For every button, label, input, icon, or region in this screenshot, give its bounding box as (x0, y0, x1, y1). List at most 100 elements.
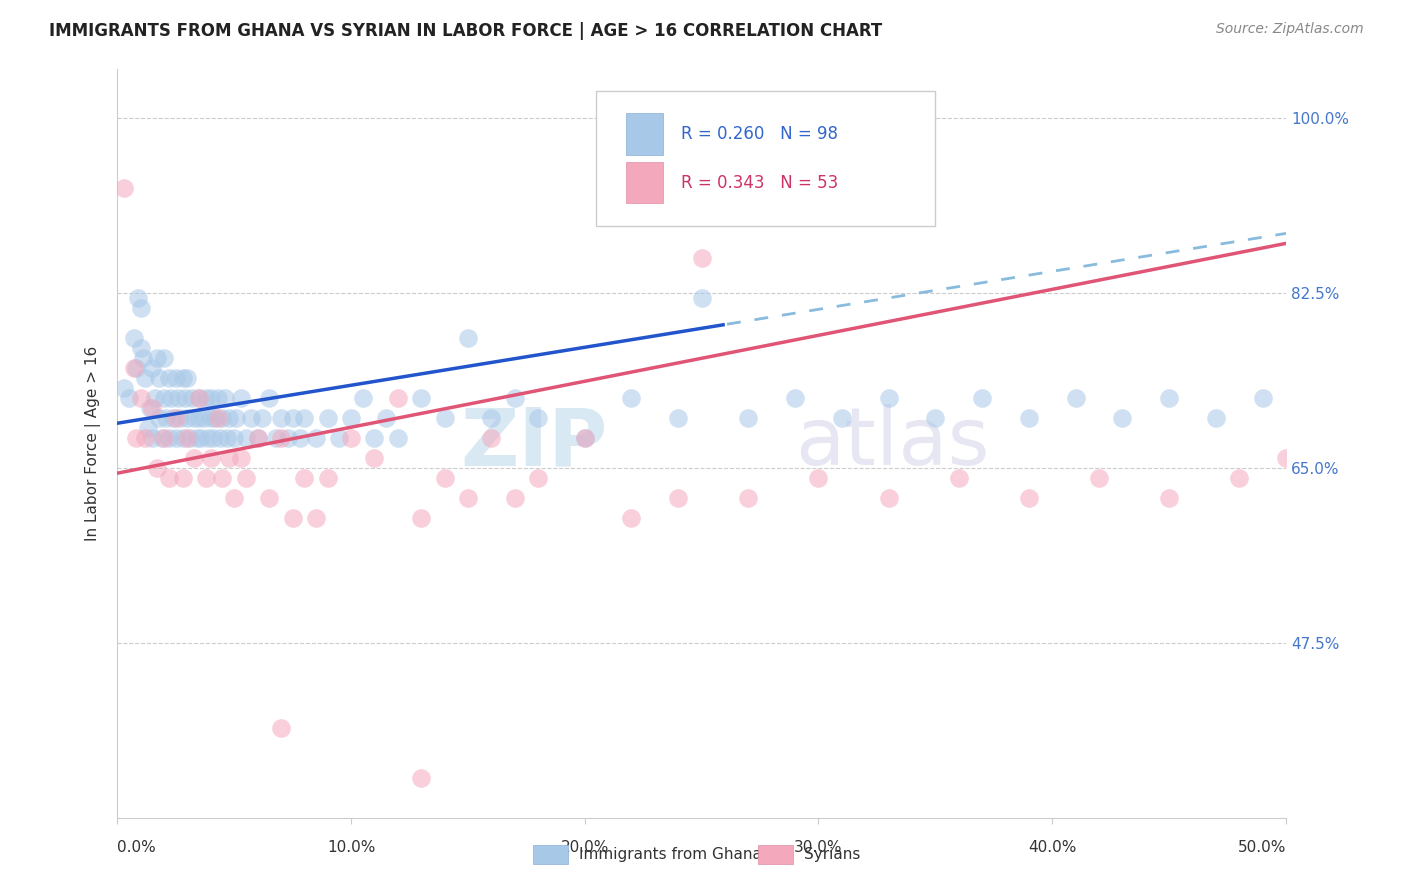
Point (270, 431, 292, 445)
Text: R = 0.343   N = 53: R = 0.343 N = 53 (681, 174, 838, 192)
Point (316, 411, 339, 425)
Point (122, 361, 145, 376)
Point (690, 291, 713, 305)
Y-axis label: In Labor Force | Age > 16: In Labor Force | Age > 16 (86, 345, 101, 541)
Text: 10.0%: 10.0% (326, 840, 375, 855)
Point (188, 411, 211, 425)
Point (1159, 491, 1181, 505)
Text: atlas: atlas (796, 404, 990, 483)
Point (153, 351, 176, 366)
Point (620, 511, 643, 525)
Point (207, 411, 229, 425)
Point (972, 391, 994, 405)
Point (235, 431, 257, 445)
Point (288, 431, 311, 445)
Point (340, 411, 363, 425)
Point (211, 411, 233, 425)
Point (129, 391, 152, 405)
Point (129, 301, 152, 316)
Point (231, 451, 253, 466)
Point (214, 391, 236, 405)
Point (411, 391, 433, 405)
Point (188, 391, 211, 405)
Point (200, 391, 222, 405)
Point (195, 471, 218, 485)
Point (246, 431, 269, 445)
Point (176, 431, 198, 445)
Text: ZIP: ZIP (461, 404, 609, 483)
Point (200, 451, 222, 466)
Point (292, 471, 315, 485)
Point (181, 391, 204, 405)
Point (172, 431, 194, 445)
Point (235, 471, 257, 485)
Point (1111, 411, 1133, 425)
Point (141, 361, 163, 376)
Point (197, 431, 219, 445)
Point (157, 471, 180, 485)
Point (433, 411, 456, 425)
Point (877, 491, 900, 505)
Point (239, 411, 262, 425)
Text: 20.0%: 20.0% (561, 840, 609, 855)
Point (167, 391, 190, 405)
Point (305, 431, 328, 445)
Point (141, 401, 163, 416)
Point (264, 431, 287, 445)
Point (433, 471, 456, 485)
Text: 50.0%: 50.0% (1237, 840, 1286, 855)
Point (224, 491, 246, 505)
Point (877, 391, 900, 405)
Point (690, 252, 713, 266)
Point (134, 431, 156, 445)
Point (305, 511, 328, 525)
Point (1251, 391, 1274, 405)
Point (250, 411, 273, 425)
Text: IMMIGRANTS FROM GHANA VS SYRIAN IN LABOR FORCE | AGE > 16 CORRELATION CHART: IMMIGRANTS FROM GHANA VS SYRIAN IN LABOR… (49, 22, 883, 40)
Text: Source: ZipAtlas.com: Source: ZipAtlas.com (1216, 22, 1364, 37)
Point (122, 331, 145, 345)
Text: R = 0.260   N = 98: R = 0.260 N = 98 (681, 125, 838, 143)
Point (574, 431, 596, 445)
Point (160, 391, 183, 405)
Point (153, 391, 176, 405)
Point (527, 411, 550, 425)
Point (143, 391, 166, 405)
Point (217, 431, 239, 445)
Point (387, 391, 409, 405)
Point (136, 421, 159, 435)
Point (1064, 391, 1087, 405)
Point (270, 411, 292, 425)
Point (176, 411, 198, 425)
Point (1159, 391, 1181, 405)
Point (183, 411, 205, 425)
Point (188, 391, 211, 405)
Point (165, 411, 187, 425)
Point (807, 471, 830, 485)
Point (1088, 471, 1111, 485)
Point (204, 411, 226, 425)
Point (146, 351, 169, 366)
Point (169, 411, 191, 425)
Point (785, 391, 807, 405)
Point (195, 391, 218, 405)
Point (666, 411, 689, 425)
FancyBboxPatch shape (596, 91, 935, 226)
Point (257, 491, 280, 505)
Point (1018, 411, 1040, 425)
Point (620, 391, 643, 405)
Point (202, 431, 225, 445)
Point (479, 431, 502, 445)
Point (118, 391, 141, 405)
Text: 40.0%: 40.0% (1028, 840, 1077, 855)
Point (352, 391, 374, 405)
Point (183, 451, 205, 466)
Point (316, 471, 339, 485)
Point (277, 431, 299, 445)
Point (231, 391, 253, 405)
Point (281, 411, 304, 425)
Text: 30.0%: 30.0% (794, 840, 842, 855)
Point (207, 391, 229, 405)
Point (292, 411, 315, 425)
Text: Immigrants from Ghana: Immigrants from Ghana (579, 847, 762, 862)
